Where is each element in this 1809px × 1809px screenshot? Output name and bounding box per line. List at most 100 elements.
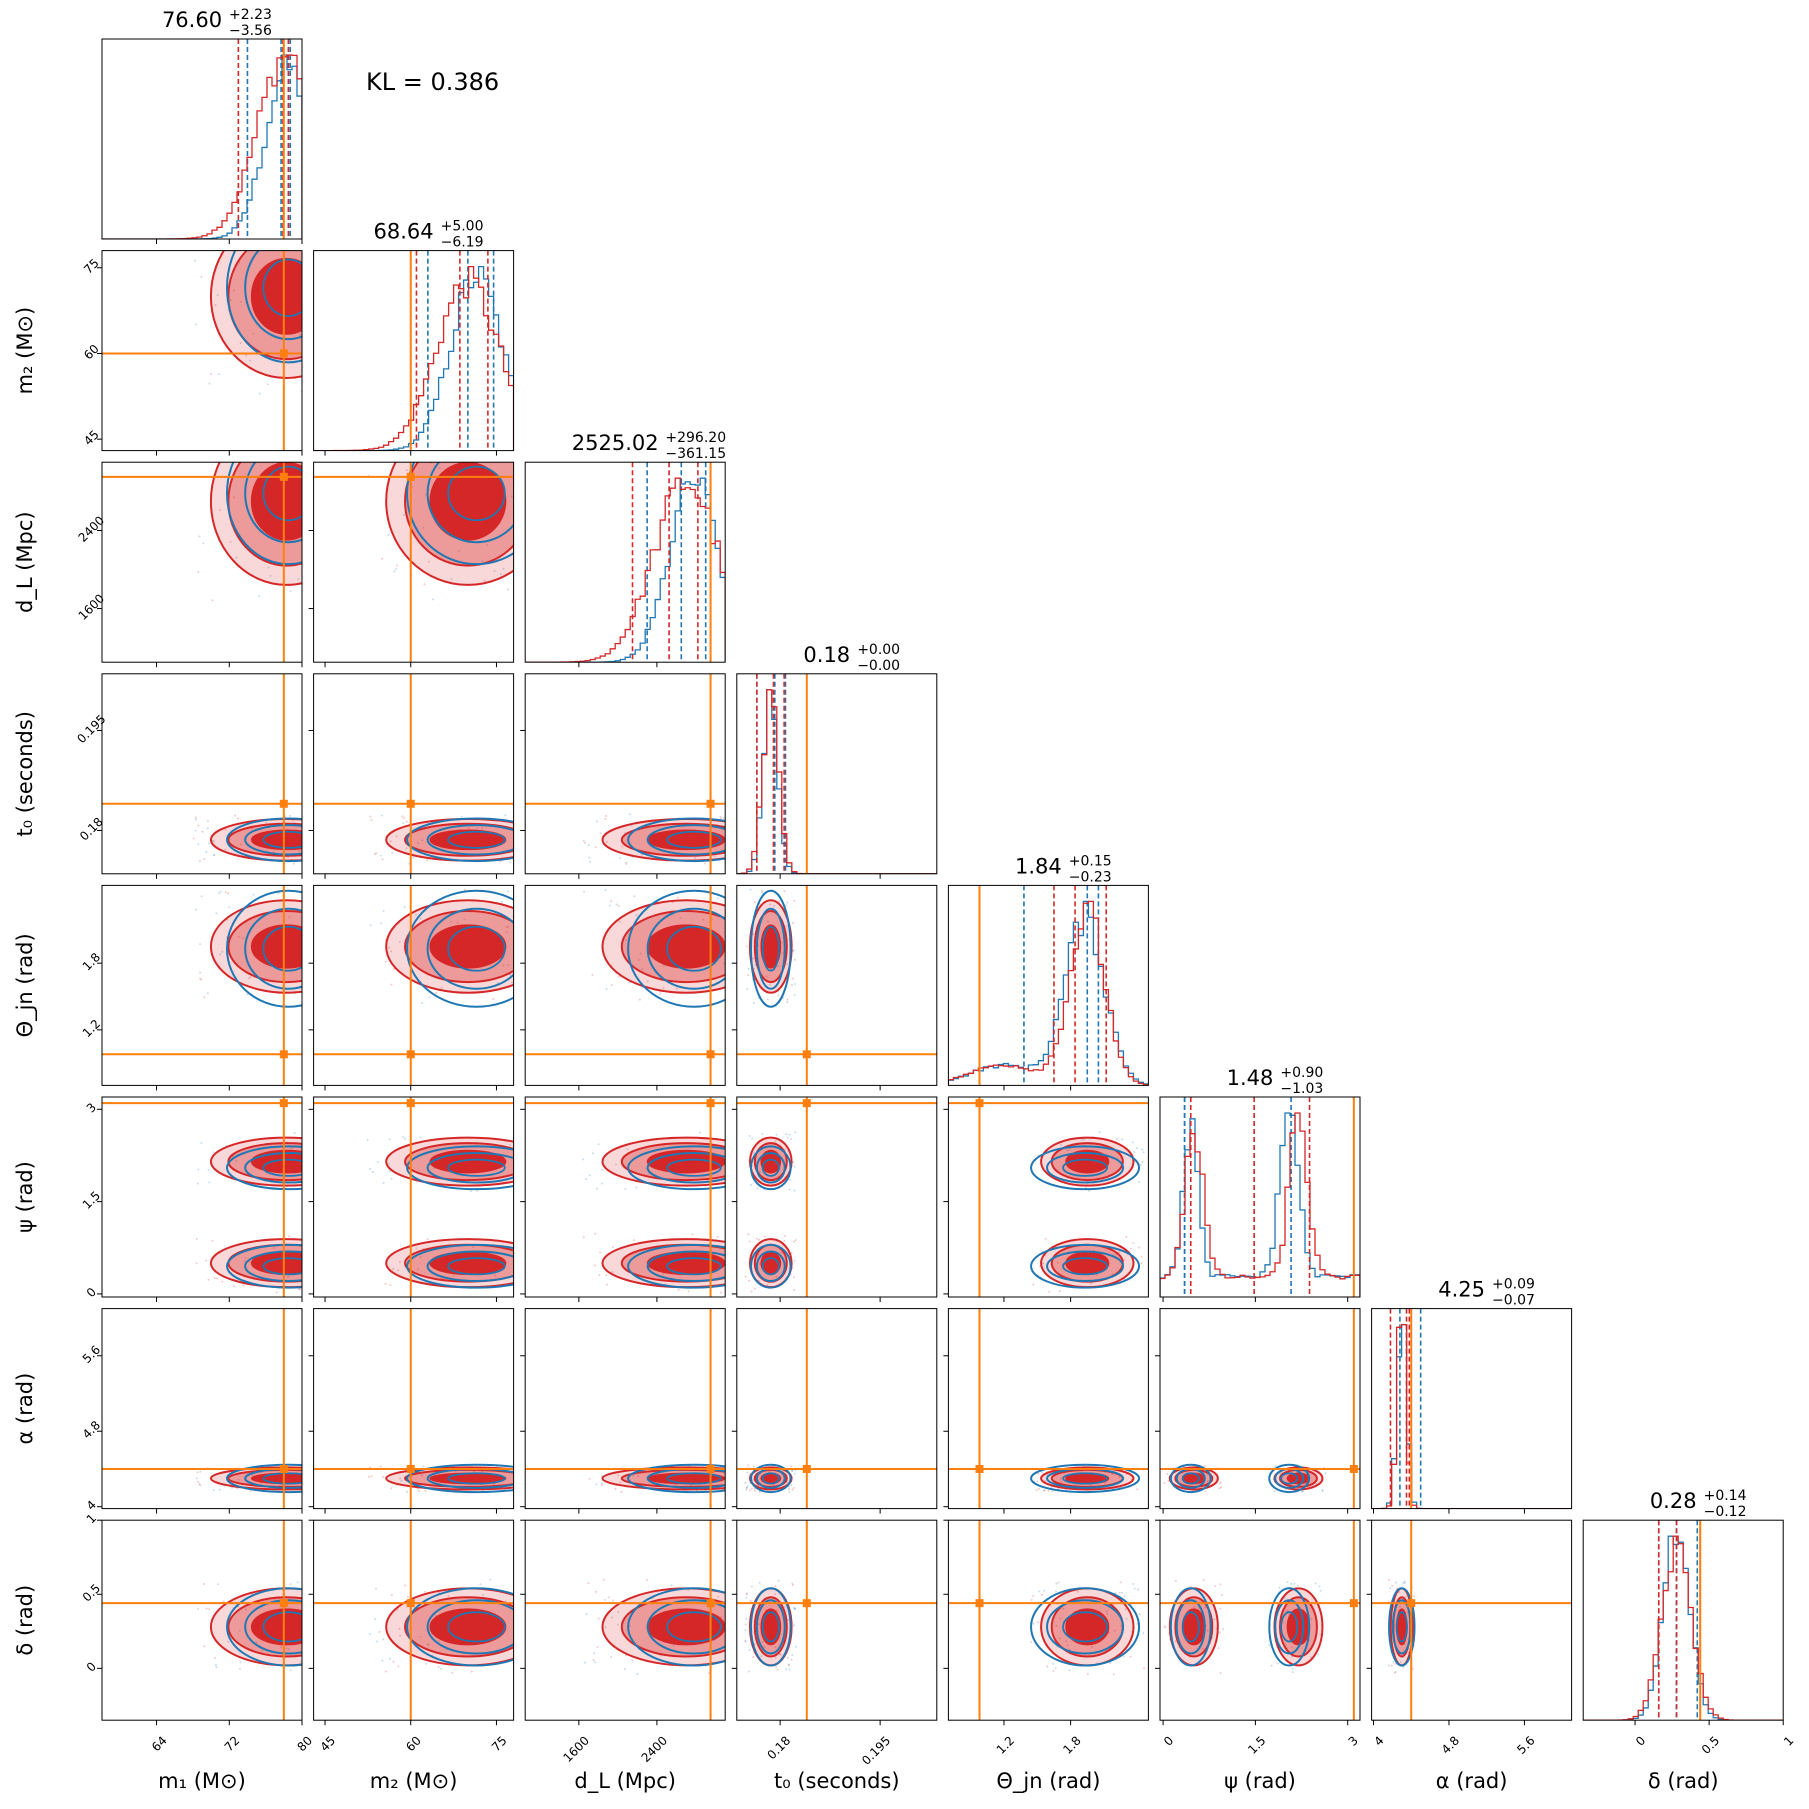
contour-a-outer xyxy=(406,1243,514,1289)
contour-a-mid xyxy=(755,1152,786,1184)
contour-a-outer xyxy=(226,1145,302,1191)
x-tick-label-m1: 80 xyxy=(294,1733,315,1754)
panel-frame xyxy=(524,1308,726,1510)
x-tick-label-alpha: 4.8 xyxy=(1439,1733,1462,1756)
contour-a-outer xyxy=(750,1145,792,1191)
panel-frame xyxy=(1371,1308,1573,1510)
contour-a-outer xyxy=(1268,1587,1311,1667)
panel-m2-m2: 68.64 +5.00−6.19 xyxy=(313,219,515,456)
y-tick-label-t0: 0.195 xyxy=(74,712,108,746)
title-alpha: 4.25 xyxy=(1438,1278,1485,1302)
contour-a-inner xyxy=(1062,1611,1108,1643)
contour-a-outer xyxy=(226,1463,302,1494)
truth-marker xyxy=(975,1099,984,1108)
panel-frame xyxy=(524,673,726,875)
contour-a-outer xyxy=(406,462,514,566)
hist-b-m1 xyxy=(102,54,302,239)
panel-psi-t0 xyxy=(731,1096,938,1302)
panel-frame xyxy=(524,1096,726,1298)
contour-a-inner xyxy=(666,1158,722,1177)
title-plus-delta: +0.14 xyxy=(1704,1488,1747,1504)
truth-marker xyxy=(279,349,288,358)
contour-a-outer xyxy=(627,1463,726,1494)
y-axis-label-psi: ψ (rad) xyxy=(13,1161,37,1233)
contour-a-inner xyxy=(1395,1611,1408,1643)
y-axis-label-dL: d_L (Mpc) xyxy=(13,511,38,613)
contour-a-outer xyxy=(750,889,792,1008)
panel-theta_jn-m2 xyxy=(308,884,515,1091)
truth-marker xyxy=(1407,1599,1416,1608)
contour-a-outer xyxy=(226,817,302,863)
hist-a-m1 xyxy=(102,54,302,239)
contour-a-inner xyxy=(666,1472,722,1485)
contour-a-mid xyxy=(1046,1152,1125,1184)
contour-a-inner xyxy=(666,830,722,849)
truth-marker xyxy=(706,1464,715,1473)
panel-frame xyxy=(736,1096,938,1298)
contour-a-inner xyxy=(1181,1611,1200,1643)
title-plus-m1: +2.23 xyxy=(229,7,272,23)
contour-b-inner xyxy=(250,1608,302,1646)
hist-b-dL xyxy=(525,477,726,663)
x-tick-label-dL: 1600 xyxy=(561,1733,592,1764)
x-tick-label-psi: 0 xyxy=(1161,1733,1176,1748)
contour-a-inner xyxy=(1062,1158,1108,1177)
contour-b-inner xyxy=(1065,1149,1110,1174)
panel-theta_jn-m1: 1.2 1.8 xyxy=(80,884,303,1091)
contour-b-inner xyxy=(250,829,302,851)
title-minus-alpha: −0.07 xyxy=(1492,1293,1535,1309)
contour-b-inner xyxy=(250,1472,302,1485)
contour-a-mid xyxy=(755,907,786,990)
hist-a-psi xyxy=(1160,1112,1360,1297)
contour-b-inner xyxy=(646,924,726,969)
x-axis-label-t0: t₀ (seconds) xyxy=(774,1769,900,1793)
truth-marker xyxy=(279,1050,288,1059)
contour-b-inner xyxy=(1286,1472,1311,1485)
contour-a-inner xyxy=(761,1158,780,1177)
panel-frame xyxy=(313,461,515,663)
title-delta: 0.28 xyxy=(1650,1489,1697,1513)
panel-alpha-theta_jn xyxy=(943,1308,1149,1514)
hist-b-alpha xyxy=(1371,1323,1572,1509)
contour-a-inner xyxy=(262,258,302,317)
y-tick-label-m2: 45 xyxy=(81,427,102,448)
x-tick-label-m1: 72 xyxy=(222,1733,243,1754)
truth-marker xyxy=(406,799,415,808)
truth-marker xyxy=(706,799,715,808)
y-tick-label-psi: 0 xyxy=(84,1285,99,1300)
truth-marker xyxy=(975,1599,984,1608)
contour-a-inner xyxy=(761,925,780,972)
panel-delta-psi: 0 1.5 3 xyxy=(1155,1519,1361,1757)
title-plus-psi: +0.90 xyxy=(1280,1065,1323,1081)
contour-a-outer xyxy=(627,1145,726,1191)
contour-a-mid xyxy=(244,1152,302,1184)
x-tick-label-alpha: 4 xyxy=(1371,1733,1386,1748)
panel-t0-m1: 0.18 0.195 xyxy=(74,673,303,879)
title-minus-psi: −1.03 xyxy=(1280,1081,1323,1097)
title-plus-theta_jn: +0.15 xyxy=(1069,853,1112,869)
hist-b-m2 xyxy=(313,265,514,451)
hist-b-delta xyxy=(1583,1535,1784,1721)
contour-a-mid xyxy=(244,907,302,990)
panel-frame xyxy=(101,673,303,875)
contour-b-inner xyxy=(1286,1608,1311,1646)
title-t0: 0.18 xyxy=(803,643,850,667)
panel-frame xyxy=(736,884,938,1086)
panel-psi-theta_jn xyxy=(943,1096,1149,1302)
panel-frame xyxy=(524,884,726,1086)
contour-a-mid xyxy=(244,1250,302,1282)
title-minus-delta: −0.12 xyxy=(1704,1504,1747,1520)
panel-frame xyxy=(313,884,515,1086)
y-tick-label-t0: 0.18 xyxy=(77,815,106,844)
panel-theta_jn-t0 xyxy=(731,884,938,1091)
x-axis-label-m1: m₁ (M⊙) xyxy=(158,1769,246,1793)
y-tick-label-psi: 1.5 xyxy=(80,1189,103,1212)
x-axis-label-m2: m₂ (M⊙) xyxy=(370,1769,458,1793)
contour-b-inner xyxy=(760,1608,782,1646)
contour-a-inner xyxy=(262,465,302,522)
truth-marker xyxy=(1349,1599,1358,1608)
title-plus-dL: +296.20 xyxy=(665,430,726,446)
y-tick-label-m2: 75 xyxy=(81,256,102,277)
